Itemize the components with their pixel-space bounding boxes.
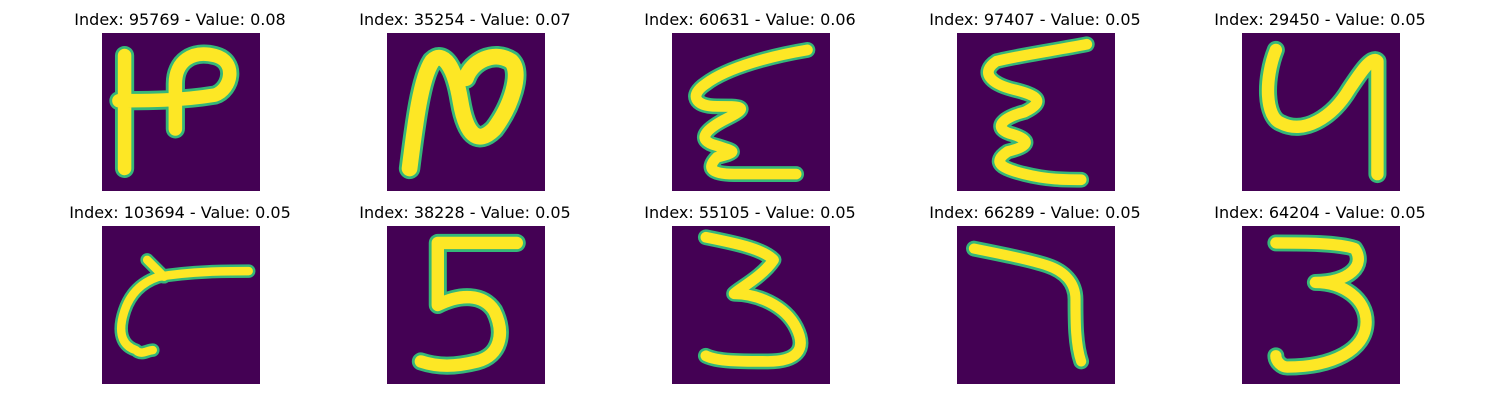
digit-glyph bbox=[688, 42, 816, 182]
digit-image bbox=[1242, 226, 1400, 384]
digit-image bbox=[1242, 33, 1400, 191]
digit-image bbox=[102, 33, 260, 191]
panel-title: Index: 95769 - Value: 0.08 bbox=[74, 10, 286, 29]
panel-10: Index: 64204 - Value: 0.05 bbox=[1195, 203, 1445, 393]
digit-glyph bbox=[1267, 234, 1375, 376]
digit-image bbox=[672, 33, 830, 191]
digit-glyph bbox=[109, 44, 240, 179]
panel-title: Index: 29450 - Value: 0.05 bbox=[1214, 10, 1426, 29]
digit-image bbox=[672, 226, 830, 384]
digit-image bbox=[387, 33, 545, 191]
panel-title: Index: 66289 - Value: 0.05 bbox=[929, 203, 1141, 222]
panel-title: Index: 97407 - Value: 0.05 bbox=[929, 10, 1141, 29]
panel-title: Index: 35254 - Value: 0.07 bbox=[359, 10, 571, 29]
digit-image bbox=[957, 33, 1115, 191]
digit-image bbox=[102, 226, 260, 384]
panel-4: Index: 97407 - Value: 0.05 bbox=[910, 10, 1160, 200]
digit-glyph bbox=[980, 36, 1095, 188]
digit-glyph bbox=[411, 233, 526, 375]
digit-glyph bbox=[966, 240, 1090, 370]
panel-title: Index: 64204 - Value: 0.05 bbox=[1214, 203, 1426, 222]
panel-1: Index: 95769 - Value: 0.08 bbox=[55, 10, 305, 200]
panel-3: Index: 60631 - Value: 0.06 bbox=[625, 10, 875, 200]
digit-glyph bbox=[398, 46, 527, 180]
panel-2: Index: 35254 - Value: 0.07 bbox=[340, 10, 590, 200]
panel-title: Index: 38228 - Value: 0.05 bbox=[359, 203, 571, 222]
panel-6: Index: 103694 - Value: 0.05 bbox=[55, 203, 305, 393]
panel-8: Index: 55105 - Value: 0.05 bbox=[625, 203, 875, 393]
panel-title: Index: 60631 - Value: 0.06 bbox=[644, 10, 856, 29]
digit-glyph bbox=[697, 229, 809, 370]
panel-title: Index: 103694 - Value: 0.05 bbox=[69, 203, 291, 222]
digit-glyph bbox=[114, 253, 256, 360]
panel-title: Index: 55105 - Value: 0.05 bbox=[644, 203, 856, 222]
panel-5: Index: 29450 - Value: 0.05 bbox=[1195, 10, 1445, 200]
panel-9: Index: 66289 - Value: 0.05 bbox=[910, 203, 1160, 393]
digit-image bbox=[957, 226, 1115, 384]
panel-7: Index: 38228 - Value: 0.05 bbox=[340, 203, 590, 393]
digit-image bbox=[387, 226, 545, 384]
digit-glyph bbox=[1259, 40, 1387, 184]
